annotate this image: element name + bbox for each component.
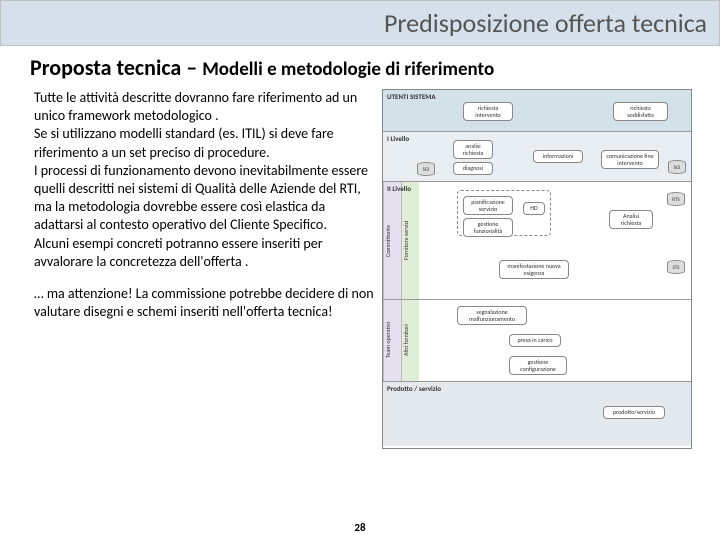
cylinder-icon: STS: [667, 260, 685, 274]
subtitle-rest: Modelli e metodologie di riferimento: [202, 58, 494, 81]
lane-label: UTENTI SISTEMA: [387, 92, 436, 101]
title-bar: Predisposizione offerta tecnica: [0, 0, 720, 46]
side-label-committente: Committente: [383, 182, 401, 299]
lane-livello1: I Livello analisi richiesta diagnosi inf…: [383, 132, 691, 182]
box-pianificazione: pianificazione servizio: [463, 196, 513, 215]
lane-utenti: UTENTI SISTEMA richiesta intervento rich…: [383, 90, 691, 132]
box-segnalazione: segnalazione malfunzionamento: [457, 306, 527, 325]
lane-body: II Livello pianificazione servizio HD ge…: [419, 182, 691, 299]
subtitle: Proposta tecnica – Modelli e metodologie…: [0, 46, 720, 85]
lane-livello2: Committente Fornitore servizi II Livello…: [383, 182, 691, 300]
body-paragraph: Tutte le attività descritte dovranno far…: [34, 89, 374, 271]
lane-label: Prodotto / servizio: [387, 384, 441, 393]
lane-body: segnalazione malfunzionamento presa in c…: [419, 300, 691, 381]
lane-team: Team operativi Altri fornitori segnalazi…: [383, 300, 691, 382]
cylinder-icon: SGI: [668, 160, 686, 174]
box-analisi-richiesta: Analisi richiesta: [609, 210, 653, 229]
subtitle-main: Proposta tecnica –: [30, 54, 202, 81]
body-text-column: Tutte le attività descritte dovranno far…: [34, 89, 374, 449]
box-manifestazione: manifestazione nuova esigenza: [499, 260, 569, 279]
side-label-altri: Altri fornitori: [401, 300, 419, 381]
box-informazioni: informazioni: [533, 150, 583, 163]
cylinder-icon: RTS: [667, 192, 685, 206]
lane-prodotto: Prodotto / servizio prodotto/servizio: [383, 382, 691, 446]
page-title: Predisposizione offerta tecnica: [13, 7, 707, 39]
box-hd: HD: [523, 202, 545, 215]
box-diagnosi: diagnosi: [453, 162, 493, 175]
content-area: Tutte le attività descritte dovranno far…: [0, 85, 720, 449]
side-label-fornitore: Fornitore servizi: [401, 182, 419, 299]
box-analisi: analisi richiesta: [453, 140, 493, 159]
lane-label: II Livello: [387, 184, 411, 193]
lane-label: I Livello: [387, 134, 409, 143]
box-richiesta-intervento: richiesta intervento: [463, 102, 513, 121]
box-presa-carico: presa in carico: [509, 334, 561, 347]
warning-paragraph: … ma attenzione! La commissione potrebbe…: [34, 285, 374, 321]
process-diagram: UTENTI SISTEMA richiesta intervento rich…: [382, 89, 692, 449]
page-number: 28: [354, 521, 365, 534]
box-prodotto-servizio: prodotto/servizio: [603, 406, 665, 419]
box-gestione-funz: gestione funzionalità: [463, 218, 513, 237]
box-richiesta-soddisfatta: richiesta soddisfatta: [613, 102, 668, 121]
cylinder-icon: SGI: [417, 162, 435, 176]
side-label-team: Team operativi: [383, 300, 401, 381]
box-gestione-config: gestione configurazione: [509, 356, 567, 375]
box-comunicazione: comunicazione fine intervento: [601, 150, 659, 169]
